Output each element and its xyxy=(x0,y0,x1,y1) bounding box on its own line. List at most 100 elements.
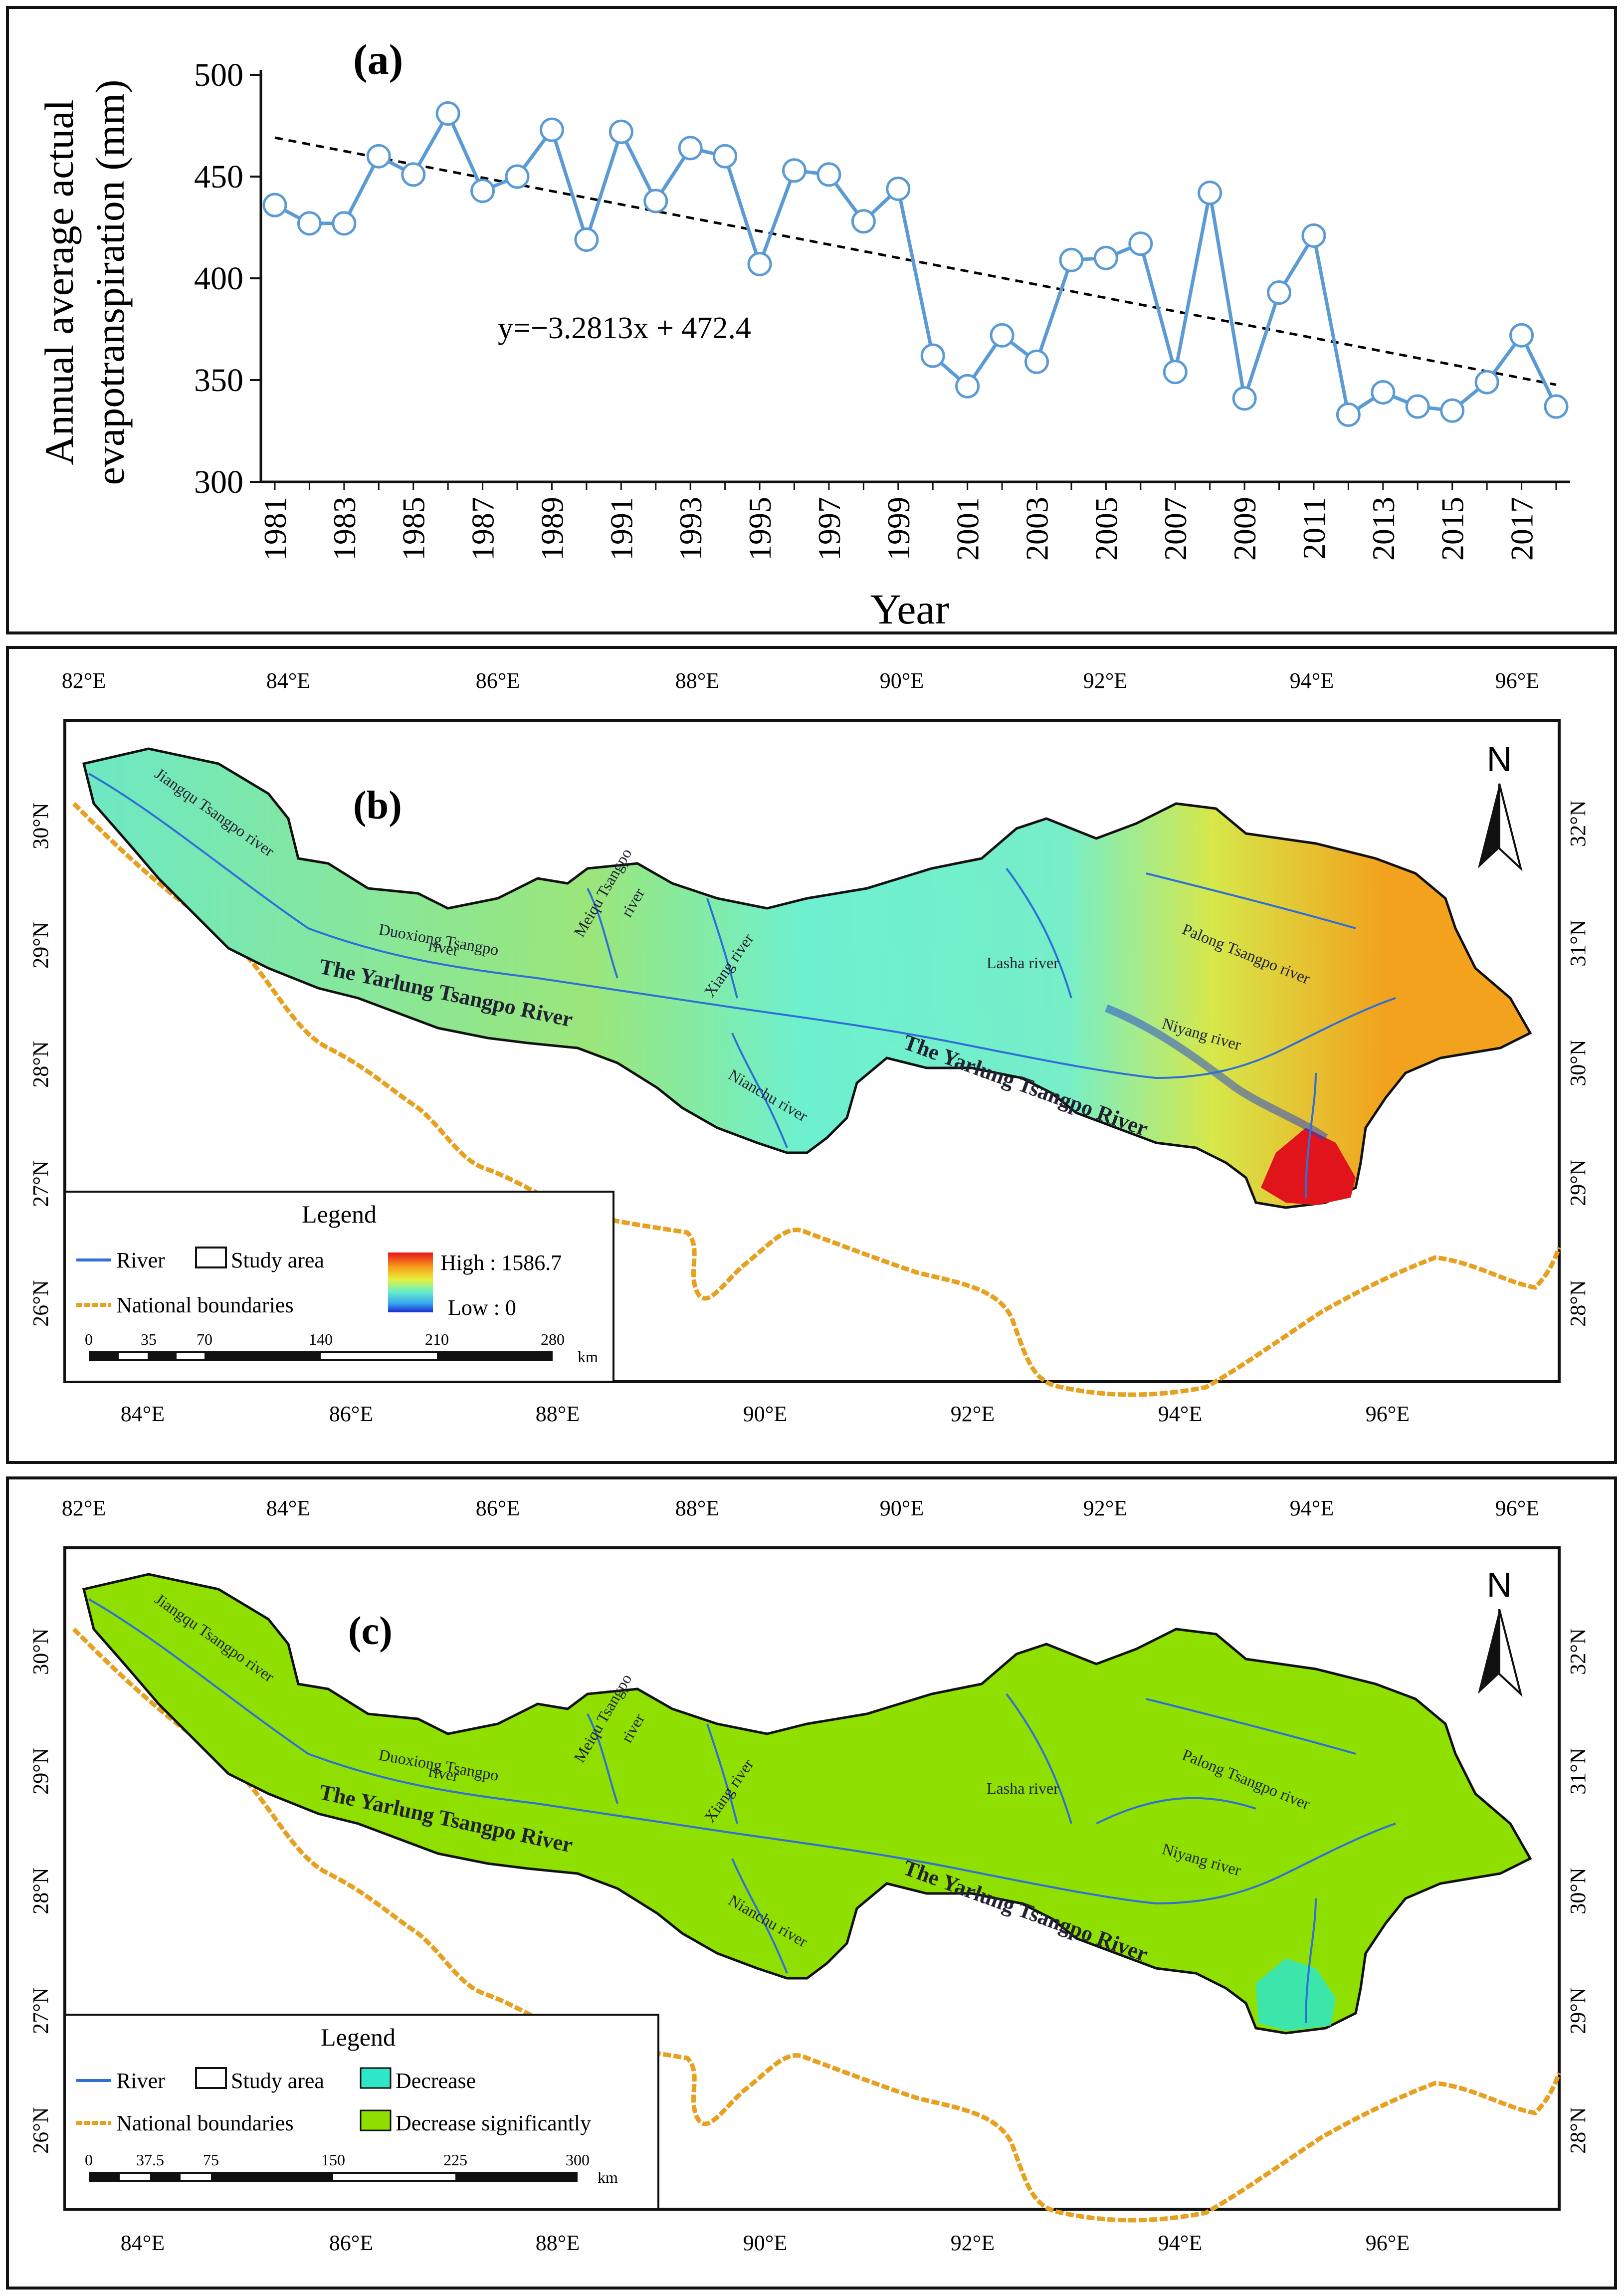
tributary xyxy=(706,1723,738,1824)
legend-b: Legend River Study area National boundar… xyxy=(64,1191,614,1383)
data-point xyxy=(609,119,633,144)
lat-tick: 32°N xyxy=(1566,800,1590,846)
x-tick-label: 2015 xyxy=(1435,497,1470,561)
data-point xyxy=(1440,398,1465,423)
lat-tick: 28°N xyxy=(1566,2107,1590,2153)
lon-ticks-top: 82°E 84°E 86°E 88°E 90°E 92°E 94°E 96°E xyxy=(62,668,1539,693)
lon-tick: 86°E xyxy=(476,668,520,693)
lon-tick: 86°E xyxy=(329,1402,373,1426)
data-point xyxy=(297,211,322,236)
lat-tick: 30°N xyxy=(1566,1868,1590,1914)
legend-c: Legend River Study area Decrease Nationa… xyxy=(64,2014,659,2210)
legend-decrease: Decrease xyxy=(396,2069,476,2093)
chart-series-layer xyxy=(262,101,1569,427)
tributary xyxy=(587,888,618,979)
scale-tick: 280 xyxy=(541,1330,565,1348)
data-point xyxy=(782,158,807,183)
lat-ticks-left: 30°N 29°N 28°N 27°N 26°N xyxy=(28,803,53,1326)
y-axis-title-line1: Annual average actual xyxy=(36,99,82,465)
x-tick-label: 1981 xyxy=(257,497,293,561)
scale-tick: 140 xyxy=(309,1330,333,1348)
study-area-et-raster xyxy=(82,747,1532,1209)
lat-tick: 26°N xyxy=(28,1280,53,1326)
legend-national: National boundaries xyxy=(116,1293,294,1317)
scale-tick: 225 xyxy=(443,2151,467,2169)
data-point xyxy=(747,251,772,276)
main-river xyxy=(88,1598,1396,1905)
north-label: N xyxy=(1487,740,1512,779)
x-tick-label: 2009 xyxy=(1227,497,1262,561)
scale-unit: km xyxy=(578,1348,598,1366)
map-c: 82°E 84°E 86°E 88°E 90°E 92°E 94°E 96°E … xyxy=(28,1496,1590,2255)
lon-tick: 88°E xyxy=(536,2231,580,2255)
data-point xyxy=(1267,280,1292,305)
x-tick-label: 1991 xyxy=(604,497,639,561)
panel-b-map: 82°E 84°E 86°E 88°E 90°E 92°E 94°E 96°E … xyxy=(6,646,1617,1464)
x-tick-label: 1989 xyxy=(534,497,570,561)
lat-ticks-right: 32°N 31°N 30°N 29°N 28°N xyxy=(1566,800,1590,1326)
panel-c-map: 82°E 84°E 86°E 88°E 90°E 92°E 94°E 96°E … xyxy=(6,1476,1617,2290)
panel-a-label: (a) xyxy=(353,35,403,83)
lon-tick: 82°E xyxy=(62,668,106,693)
data-point xyxy=(816,162,841,187)
data-point xyxy=(920,343,945,368)
scale-bar-c: 0 37.5 75 150 225 300 km xyxy=(85,2151,618,2186)
data-point xyxy=(1059,247,1084,272)
lat-tick: 29°N xyxy=(1566,1159,1590,1206)
data-point xyxy=(1509,323,1534,348)
high-et-area xyxy=(1261,1128,1356,1205)
trend-line xyxy=(274,136,1557,386)
decrease-area xyxy=(1256,1958,1336,2031)
lasha-label: Lasha river xyxy=(987,954,1059,972)
data-point xyxy=(1544,394,1569,419)
lat-ticks-left: 30°N 29°N 28°N 27°N 26°N xyxy=(28,1628,53,2153)
tributary xyxy=(1146,1698,1356,1755)
north-label: N xyxy=(1487,1565,1512,1604)
river-network xyxy=(88,773,1396,1198)
lon-ticks-top: 82°E 84°E 86°E 88°E 90°E 92°E 94°E 96°E xyxy=(62,1496,1539,1520)
lon-tick: 90°E xyxy=(743,1402,787,1426)
lat-tick: 28°N xyxy=(28,1041,53,1087)
tributary xyxy=(731,1858,788,1974)
chart-axes: 300 350 400 450 500 1981 1983 1985 1987 1989 1991 1… xyxy=(194,57,1570,561)
evapotranspiration-line-chart: 300 350 400 450 500 1981 1983 1985 1987 1989 1991 1… xyxy=(36,35,1570,631)
legend-study-area: Study area xyxy=(231,2069,324,2093)
legend-low: Low : 0 xyxy=(448,1295,516,1320)
tributary xyxy=(1096,1797,1256,1825)
y-axis-title-line2: evapotranspiration (mm) xyxy=(87,80,133,485)
scale-bar-b: 0 35 70 140 210 280 km xyxy=(85,1330,598,1366)
x-tick-label: 2013 xyxy=(1366,497,1401,561)
tributary xyxy=(1146,872,1356,929)
data-point xyxy=(990,323,1015,348)
x-tick-label: 2001 xyxy=(950,497,986,561)
tributary xyxy=(1305,1898,1317,2024)
tributary xyxy=(587,1713,618,1804)
scale-tick: 0 xyxy=(85,2151,93,2169)
data-point xyxy=(574,227,599,252)
lon-tick: 92°E xyxy=(1083,1496,1127,1520)
lon-ticks-bottom: 84°E 86°E 88°E 90°E 92°E 94°E 96°E xyxy=(121,1402,1410,1426)
lon-tick: 94°E xyxy=(1158,2231,1202,2255)
scale-tick: 300 xyxy=(566,2151,590,2169)
north-arrow-icon: N xyxy=(1478,1565,1523,1697)
chart-trend-layer xyxy=(274,136,1557,386)
scale-tick: 70 xyxy=(197,1330,212,1348)
data-point xyxy=(1371,380,1396,405)
lat-tick: 30°N xyxy=(28,803,53,849)
legend-river: River xyxy=(116,2069,165,2093)
main-river xyxy=(88,773,1396,1079)
lon-ticks-bottom: 84°E 86°E 88°E 90°E 92°E 94°E 96°E xyxy=(121,2231,1410,2255)
tributary xyxy=(706,898,738,999)
lon-tick: 90°E xyxy=(743,2231,787,2255)
scale-tick: 150 xyxy=(321,2151,345,2169)
lon-tick: 96°E xyxy=(1366,1402,1410,1426)
data-point xyxy=(539,117,564,142)
data-point xyxy=(713,144,738,169)
panel-a-line-chart: 300 350 400 450 500 1981 1983 1985 1987 1989 1991 1… xyxy=(6,6,1617,634)
lon-tick: 92°E xyxy=(1083,668,1127,693)
legend-national: National boundaries xyxy=(116,2111,294,2135)
lat-tick: 29°N xyxy=(28,922,53,968)
data-point xyxy=(1163,360,1188,385)
lon-tick: 92°E xyxy=(951,1402,995,1426)
lon-tick: 96°E xyxy=(1495,668,1539,693)
